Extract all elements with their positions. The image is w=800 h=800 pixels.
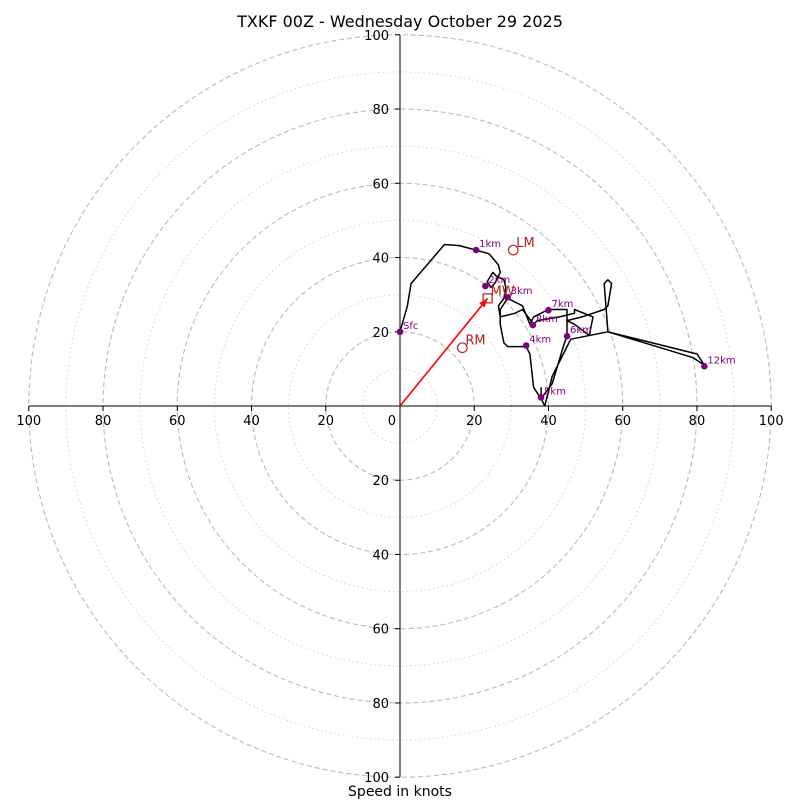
height-marker-label: 6km [570,325,592,336]
tick-label: 60 [372,623,389,638]
height-marker-label: 2km [488,275,510,286]
height-marker-label: Sfc [403,321,418,332]
height-marker-label: 12km [707,355,735,366]
tick-label: 80 [372,697,389,712]
x-axis-label: Speed in knots [348,784,452,800]
hodograph-trace [399,243,706,407]
storm-motion-label: LM [516,236,534,251]
tick-label: 100 [364,771,389,786]
tick-label: 100 [364,29,389,44]
tick-label: 40 [540,414,557,429]
height-marker-dot [482,282,489,290]
storm-motion-square [482,293,493,304]
storm-motion-markers: LM RM MW [456,236,535,354]
height-marker-dot [545,306,552,314]
tick-label: 20 [372,474,389,489]
shear-vector-line [399,297,489,407]
shear-vector [399,297,489,407]
tick-label: 80 [689,414,706,429]
tick-label: 60 [614,414,631,429]
height-marker-dot [522,342,530,349]
tick-label: 100 [759,414,784,429]
height-marker-label: 7km [551,299,573,310]
tick-label: 60 [372,177,389,192]
storm-motion-label: RM [465,334,485,349]
tick-label: 20 [466,414,483,429]
tick-label: 40 [372,252,389,267]
tick-labels: 0 20 20 20 20 40 40 40 40 60 60 60 60 80 80 80 80 100 100 1… [16,29,783,786]
tick-label: 80 [95,414,112,429]
height-marker-label: 1km [479,239,501,250]
tick-label: 40 [243,414,260,429]
storm-motion-label: MW [491,284,515,299]
height-marker-dot [504,293,511,301]
storm-motion-circle [507,244,519,256]
height-marker-label: 3km [511,286,533,297]
tick-label: 60 [169,414,186,429]
height-marker-dot [529,321,537,329]
tick-label: 0 [388,414,396,429]
tick-label: 20 [317,414,334,429]
tick-label: 80 [372,103,389,118]
chart-title: TXKF 00Z - Wednesday October 29 2025 [236,12,563,31]
storm-motion-circle [456,342,468,354]
tick-label: 40 [372,548,389,563]
height-marker-dot [396,328,404,336]
height-marker-dot [472,246,480,254]
height-marker-label: 5km [544,386,566,397]
hodograph-trace-group [399,243,706,407]
tick-label: 100 [16,414,41,429]
height-marker-dot [563,332,571,340]
height-marker-dot [701,362,708,370]
height-marker-label: 4km [529,334,551,345]
tick-label: 20 [372,326,389,341]
height-marker-label: 8km [536,314,558,325]
height-marker-dot [537,394,545,401]
